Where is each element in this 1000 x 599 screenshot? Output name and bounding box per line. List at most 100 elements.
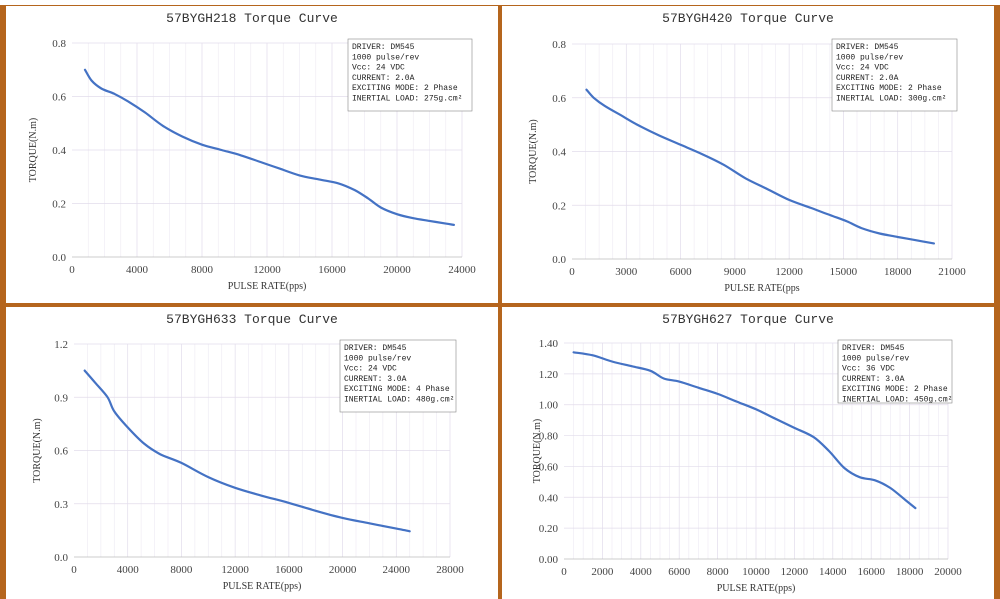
- x-tick-label: 18000: [896, 566, 924, 578]
- top-strip: [0, 0, 1000, 5]
- y-tick-label: 0.2: [552, 200, 566, 212]
- x-tick-label: 8000: [191, 264, 214, 276]
- info-line: EXCITING MODE: 2 Phase: [842, 385, 948, 394]
- chart-panel-57bygh627: 0 2000 4000 6000 8000 10000 12000 14000 16000 180…: [502, 307, 994, 599]
- x-axis-label: PULSE RATE(pps: [724, 283, 799, 294]
- y-tick-label: 0.40: [539, 492, 559, 504]
- x-tick-label: 4000: [630, 566, 653, 578]
- torque-chart-svg: 0 2000 4000 6000 8000 10000 12000 14000 16000 180…: [532, 312, 962, 594]
- x-tick-label: 8000: [707, 566, 730, 578]
- x-tick-label: 6000: [668, 566, 691, 578]
- x-tick-label: 14000: [819, 566, 847, 578]
- y-tick-label: 1.40: [539, 338, 559, 350]
- torque-chart-svg: 0 4000 8000 12000 16000 20000 24000 28000 0.0 0.3…: [32, 312, 464, 592]
- x-axis-label: PULSE RATE(pps): [717, 583, 796, 594]
- info-line: EXCITING MODE: 4 Phase: [344, 385, 450, 394]
- torque-curve-line: [83, 68, 455, 226]
- info-line: EXCITING MODE: 2 Phase: [836, 84, 942, 93]
- chart-panel-57bygh420: 0 3000 6000 9000 12000 15000 18000 21000 0.0 0.2 0…: [502, 6, 994, 303]
- info-line: 1000 pulse/rev: [344, 354, 411, 363]
- torque-curve-line: [585, 88, 935, 245]
- x-tick-label: 15000: [830, 266, 858, 278]
- y-tick-label: 0.4: [52, 145, 66, 157]
- info-line: Vcc: 36 VDC: [842, 365, 895, 374]
- x-tick-label: 9000: [724, 266, 747, 278]
- x-tick-label: 10000: [742, 566, 770, 578]
- x-tick-label: 16000: [318, 264, 346, 276]
- x-tick-label: 24000: [448, 264, 476, 276]
- chart-title: 57BYGH420 Torque Curve: [662, 11, 834, 26]
- y-tick-label: 1.20: [539, 369, 559, 381]
- x-tick-label: 2000: [591, 566, 614, 578]
- info-line: CURRENT: 3.0A: [842, 375, 905, 384]
- y-axis-label: TORQUE(N.m): [32, 418, 43, 483]
- x-tick-label: 8000: [170, 564, 193, 576]
- x-tick-label: 12000: [781, 566, 809, 578]
- x-tick-label: 12000: [775, 266, 803, 278]
- info-line: 1000 pulse/rev: [842, 354, 909, 363]
- y-tick-label: 0.2: [52, 199, 66, 211]
- y-tick-label: 0.6: [54, 446, 68, 458]
- x-tick-label: 4000: [126, 264, 149, 276]
- x-tick-label: 20000: [934, 566, 962, 578]
- torque-chart-svg: 0 4000 8000 12000 16000 20000 24000 0.0 0.2 0.4 0.…: [28, 11, 476, 292]
- y-tick-label: 0.9: [54, 392, 68, 404]
- info-line: Vcc: 24 VDC: [836, 64, 889, 73]
- y-tick-label: 0.00: [539, 554, 559, 566]
- x-tick-label: 4000: [117, 564, 140, 576]
- x-tick-label: 0: [71, 564, 77, 576]
- info-line: DRIVER: DM545: [836, 43, 899, 52]
- x-tick-label: 6000: [670, 266, 693, 278]
- x-tick-label: 3000: [615, 266, 638, 278]
- y-tick-label: 0.4: [552, 147, 566, 159]
- info-line: Vcc: 24 VDC: [344, 365, 397, 374]
- y-tick-label: 0.0: [552, 254, 566, 266]
- info-line: 1000 pulse/rev: [836, 53, 903, 62]
- y-tick-label: 1.2: [54, 339, 68, 351]
- info-box-border: [831, 38, 958, 112]
- chart-panel-57bygh633: 0 4000 8000 12000 16000 20000 24000 28000 0.0 0.3…: [6, 307, 498, 599]
- x-tick-label: 21000: [938, 266, 966, 278]
- y-tick-label: 0.60: [539, 461, 559, 473]
- x-axis-label: PULSE RATE(pps): [223, 581, 302, 592]
- y-tick-label: 0.80: [539, 431, 559, 443]
- chart-title: 57BYGH627 Torque Curve: [662, 312, 834, 327]
- y-tick-label: 0.8: [552, 39, 566, 51]
- x-tick-label: 18000: [884, 266, 912, 278]
- info-box-border: [347, 38, 473, 112]
- y-tick-label: 0.0: [54, 552, 68, 564]
- torque-curve-line: [572, 351, 917, 510]
- y-axis-label: TORQUE(N.m): [532, 419, 543, 484]
- info-line: INERTIAL LOAD: 275g.cm²: [352, 95, 462, 104]
- chart-panel-57bygh218: 0 4000 8000 12000 16000 20000 24000 0.0 0.2 0.4 0.…: [6, 6, 498, 303]
- x-tick-label: 12000: [253, 264, 281, 276]
- x-tick-label: 16000: [857, 566, 885, 578]
- y-tick-label: 0.6: [552, 93, 566, 105]
- y-axis-label: TORQUE(N.m): [528, 119, 539, 184]
- info-line: CURRENT: 2.0A: [836, 74, 899, 83]
- y-tick-label: 0.0: [52, 252, 66, 264]
- info-line: INERTIAL LOAD: 300g.cm²: [836, 95, 946, 104]
- info-line: DRIVER: DM545: [352, 43, 415, 52]
- y-tick-label: 0.6: [52, 92, 66, 104]
- x-tick-label: 28000: [436, 564, 464, 576]
- info-line: DRIVER: DM545: [344, 344, 407, 353]
- y-tick-label: 1.00: [539, 400, 559, 412]
- info-line: CURRENT: 2.0A: [352, 74, 415, 83]
- info-line: DRIVER: DM545: [842, 344, 905, 353]
- y-axis-label: TORQUE(N.m): [28, 118, 39, 183]
- x-axis-label: PULSE RATE(pps): [228, 281, 307, 292]
- x-tick-label: 12000: [221, 564, 249, 576]
- info-line: INERTIAL LOAD: 450g.cm²: [842, 396, 952, 405]
- torque-curve-line: [83, 369, 411, 533]
- chart-title: 57BYGH218 Torque Curve: [166, 11, 338, 26]
- x-tick-label: 16000: [275, 564, 303, 576]
- info-line: INERTIAL LOAD: 480g.cm²: [344, 396, 454, 405]
- x-tick-label: 20000: [383, 264, 411, 276]
- y-tick-label: 0.8: [52, 38, 66, 50]
- x-tick-label: 20000: [329, 564, 357, 576]
